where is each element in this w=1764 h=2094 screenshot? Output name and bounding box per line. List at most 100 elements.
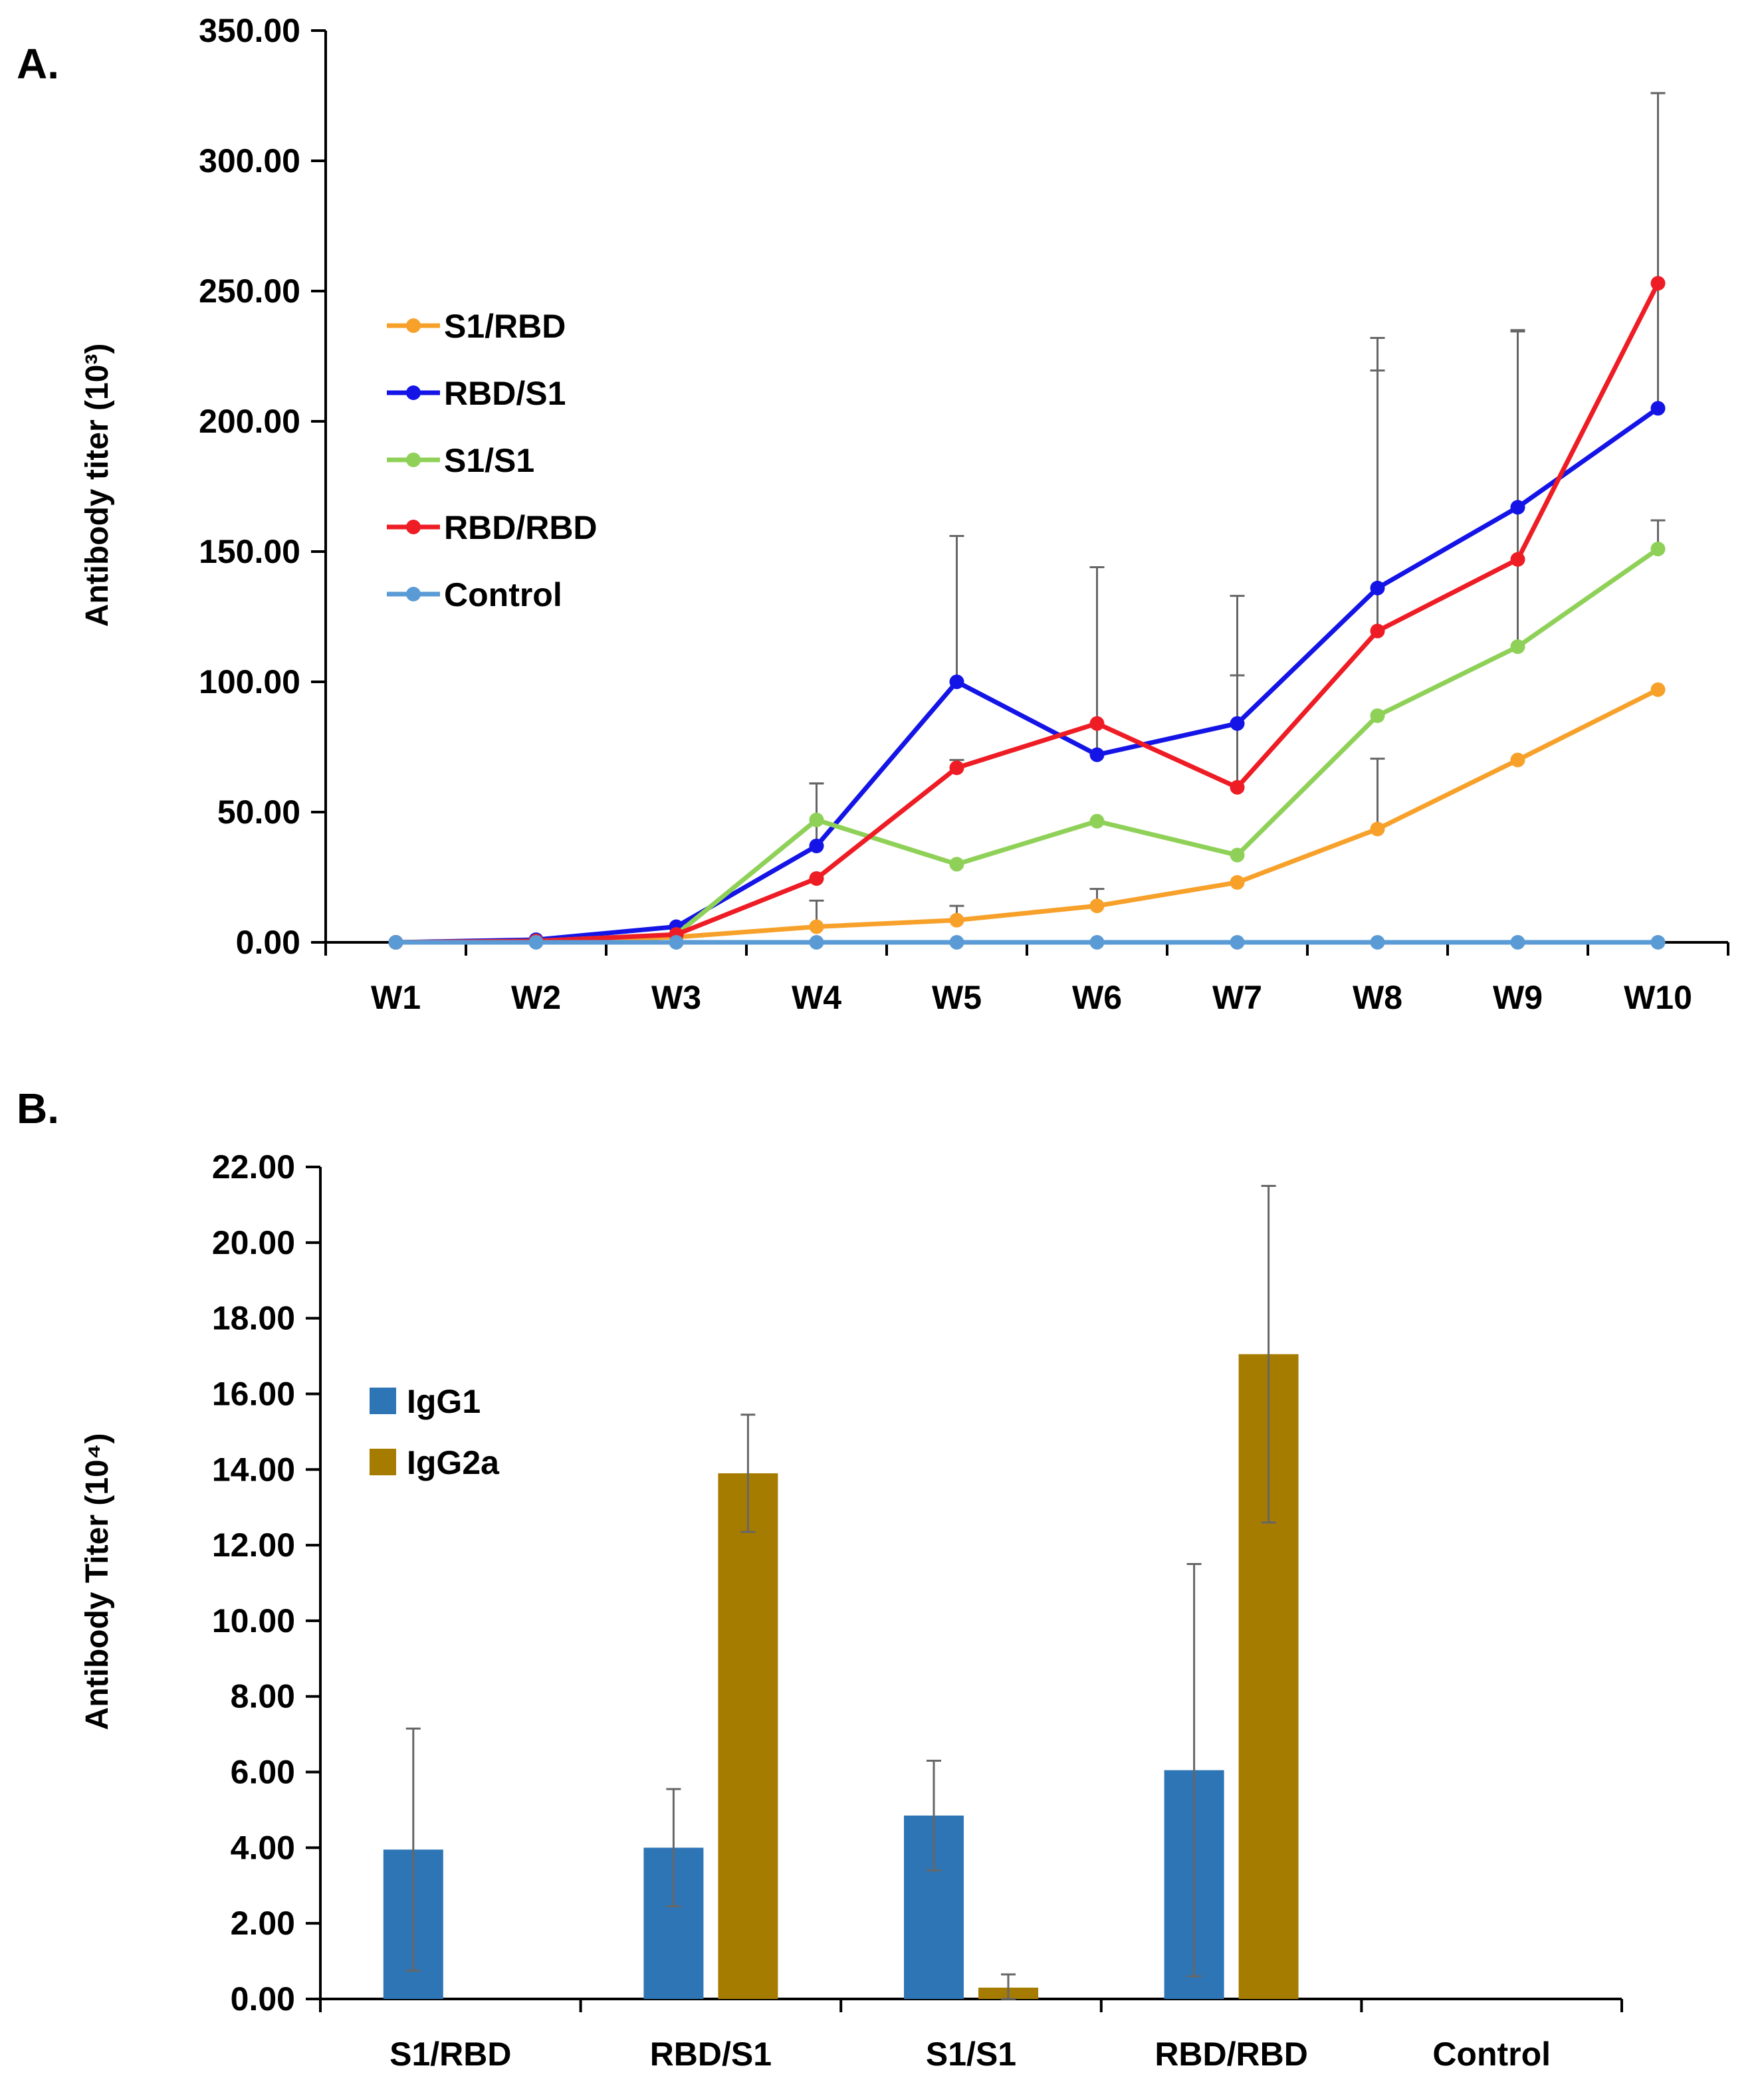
panel-b-y-tick-label: 8.00 [231, 1678, 295, 1715]
panel-b-bars [383, 1354, 1299, 1999]
data-point-rbd-rbd [1089, 716, 1105, 731]
data-point-control [388, 935, 403, 950]
data-point-rbd-s1 [1510, 500, 1525, 515]
line-chart-panel-a: A. Antibody titer (10³) 0.00 50.00 100.00 1… [17, 12, 1729, 1016]
panel-b-x-tick-label-control: Control [1432, 2036, 1551, 2073]
legend-label-s1-rbd: S1/RBD [444, 308, 566, 345]
bar-chart-panel-b: B. Antibody Titer (10⁴) 0.00 2.00 4.00 6.00… [17, 1085, 1623, 2073]
data-point-s1-rbd [1230, 875, 1245, 890]
panel-a-x-tick-label-w10: W10 [1624, 979, 1692, 1016]
data-point-rbd-rbd [949, 760, 964, 776]
panel-b-x-ticks: S1/RBD RBD/S1 S1/S1 RBD/RBD Control [319, 1999, 1623, 2073]
panel-a-y-axis-label: Antibody titer (10³) [80, 344, 115, 627]
panel-a-x-tick-label-w2: W2 [511, 979, 561, 1016]
panel-b-y-tick-label: 2.00 [231, 1905, 295, 1942]
panel-b-y-tick-label: 10.00 [212, 1602, 295, 1639]
data-point-s1-rbd [1370, 821, 1385, 837]
panel-a-x-tick-label-w8: W8 [1353, 979, 1402, 1016]
data-point-rbd-s1 [1370, 580, 1385, 595]
data-point-rbd-s1 [1230, 716, 1245, 731]
panel-b-y-tick-label: 0.00 [231, 1980, 295, 2018]
panel-a-y-tick-label: 50.00 [217, 793, 300, 831]
data-point-rbd-rbd [1230, 780, 1245, 795]
data-point-s1-rbd [1650, 682, 1666, 697]
panel-a-x-tick-label-w4: W4 [792, 979, 841, 1016]
panel-a-label: A. [17, 40, 59, 88]
panel-a-x-tick-label-w5: W5 [932, 979, 982, 1016]
data-point-s1-rbd [949, 912, 964, 928]
panel-b-y-tick-label: 16.00 [212, 1375, 295, 1412]
data-point-control [1370, 935, 1385, 950]
panel-a-y-tick-label: 200.00 [199, 403, 300, 440]
panel-a-x-tick-label-w3: W3 [651, 979, 701, 1016]
panel-a-x-tick-label-w1: W1 [371, 979, 421, 1016]
data-point-s1-rbd [1510, 752, 1525, 768]
legend-marker-rbd-rbd [406, 520, 421, 534]
data-point-s1-s1 [949, 857, 964, 872]
panel-a-y-tick-label: 250.00 [199, 272, 300, 310]
panel-b-x-tick-label-rbd-s1: RBD/S1 [650, 2036, 772, 2073]
legend-label-rbd-rbd: RBD/RBD [444, 509, 598, 546]
data-point-s1-s1 [809, 812, 824, 827]
bar-igg2a-rbd-s1 [718, 1473, 778, 1999]
data-point-control [528, 935, 544, 950]
data-point-s1-rbd [809, 919, 824, 934]
data-point-control [669, 935, 684, 950]
panel-a-y-tick-label: 350.00 [199, 12, 300, 49]
legend-label-s1-s1: S1/S1 [444, 442, 534, 479]
data-point-s1-rbd [1089, 898, 1105, 914]
data-point-rbd-s1 [1089, 747, 1105, 762]
panel-b-error-bars [405, 1184, 1276, 2000]
panel-b-y-tick-label: 6.00 [231, 1754, 295, 1791]
panel-b-y-tick-label: 14.00 [212, 1451, 295, 1488]
data-point-rbd-s1 [809, 838, 824, 853]
panel-a-x-tick-label-w9: W9 [1493, 979, 1543, 1016]
data-point-control [1510, 935, 1525, 950]
legend-swatch-igg1 [370, 1388, 396, 1414]
series-line-rbd-rbd [395, 282, 1660, 945]
data-point-s1-s1 [1650, 542, 1666, 557]
panel-b-y-tick-label: 22.00 [212, 1148, 295, 1186]
legend-label-igg1: IgG1 [407, 1383, 481, 1420]
panel-b-y-axis-label: Antibody Titer (10⁴) [80, 1433, 115, 1730]
panel-b-x-tick-label-s1-s1: S1/S1 [926, 2036, 1016, 2073]
data-point-s1-s1 [1370, 708, 1385, 723]
data-point-rbd-rbd [1650, 276, 1666, 291]
panel-b-legend: IgG1 IgG2a [370, 1383, 500, 1481]
panel-b-y-tick-label: 20.00 [212, 1224, 295, 1261]
panel-a-y-tick-label: 0.00 [236, 924, 300, 961]
legend-label-igg2a: IgG2a [407, 1444, 500, 1481]
data-point-control [1230, 935, 1245, 950]
legend-marker-rbd-s1 [406, 385, 421, 400]
panel-b-y-ticks: 0.00 2.00 4.00 6.00 8.00 10.00 12.00 14.00 16.00… [212, 1148, 320, 2018]
panel-a-series [388, 276, 1666, 950]
data-point-s1-s1 [1510, 639, 1525, 655]
data-point-control [949, 935, 964, 950]
panel-b-y-tick-label: 12.00 [212, 1526, 295, 1564]
panel-b-y-tick-label: 18.00 [212, 1300, 295, 1337]
legend-marker-control [406, 587, 421, 601]
panel-a-error-bars [528, 92, 1666, 942]
panel-a-legend: S1/RBD RBD/S1 S1/S1 RBD/RBD Control [387, 308, 598, 613]
panel-b-axes [319, 1167, 1622, 2000]
data-point-control [1089, 935, 1105, 950]
data-point-control [1650, 935, 1666, 950]
panel-a-y-tick-label: 300.00 [199, 142, 300, 179]
data-point-s1-s1 [1230, 847, 1245, 863]
panel-b-label: B. [17, 1085, 59, 1132]
panel-a-y-tick-label: 100.00 [199, 663, 300, 700]
data-point-rbd-rbd [1370, 623, 1385, 639]
series-line-s1-rbd [395, 687, 1660, 945]
panel-a-x-ticks: W1 W2 W3 W4 W5 W6 W7 W8 W9 W10 [324, 942, 1729, 1016]
panel-a-y-ticks: 0.00 50.00 100.00 150.00 200.00 250.00 300.00 3… [199, 12, 326, 961]
data-point-rbd-s1 [949, 675, 964, 689]
data-point-rbd-rbd [809, 871, 824, 886]
data-point-control [809, 935, 824, 950]
panel-a-x-tick-label-w7: W7 [1212, 979, 1262, 1016]
legend-label-rbd-s1: RBD/S1 [444, 375, 566, 412]
legend-marker-s1-s1 [406, 453, 421, 467]
series-line-rbd-s1 [395, 406, 1660, 945]
panel-a-y-tick-label: 150.00 [199, 533, 300, 570]
panel-b-x-tick-label-s1-rbd: S1/RBD [389, 2036, 511, 2073]
legend-swatch-igg2a [370, 1449, 396, 1475]
